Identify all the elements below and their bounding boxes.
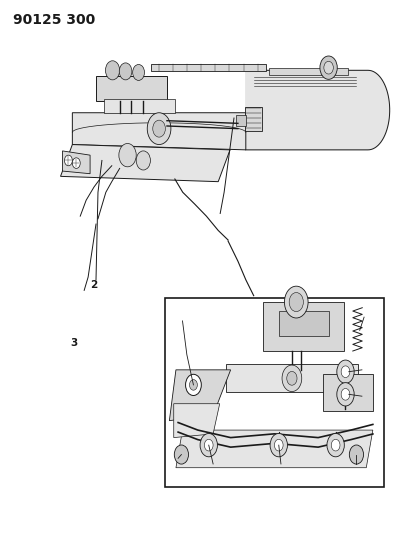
Text: 90125 300: 90125 300	[13, 13, 95, 27]
Circle shape	[200, 433, 218, 457]
Text: 2: 2	[91, 280, 98, 290]
Circle shape	[64, 155, 72, 166]
Circle shape	[324, 61, 333, 74]
Circle shape	[287, 372, 297, 385]
Text: 4: 4	[339, 358, 346, 368]
Polygon shape	[226, 364, 358, 392]
Polygon shape	[96, 76, 167, 101]
Circle shape	[341, 389, 350, 400]
Circle shape	[331, 439, 340, 451]
Circle shape	[133, 64, 145, 80]
Circle shape	[282, 365, 302, 392]
Circle shape	[147, 113, 171, 144]
Circle shape	[119, 143, 136, 167]
Polygon shape	[174, 403, 220, 438]
Circle shape	[337, 360, 354, 383]
Circle shape	[284, 286, 308, 318]
Polygon shape	[151, 64, 266, 71]
Polygon shape	[246, 70, 390, 150]
Text: 1: 1	[216, 319, 224, 329]
Text: 4: 4	[174, 318, 182, 328]
Bar	[165, 298, 384, 487]
Polygon shape	[104, 100, 175, 113]
Circle shape	[185, 374, 201, 395]
Polygon shape	[322, 374, 373, 411]
Polygon shape	[72, 113, 246, 150]
Circle shape	[349, 445, 364, 464]
Circle shape	[337, 383, 354, 406]
Circle shape	[153, 120, 166, 137]
Circle shape	[274, 439, 283, 451]
Circle shape	[119, 63, 132, 80]
Polygon shape	[236, 115, 246, 126]
Text: 3: 3	[71, 338, 78, 349]
Polygon shape	[264, 302, 345, 351]
Polygon shape	[279, 311, 329, 336]
Circle shape	[174, 445, 189, 464]
Polygon shape	[176, 430, 373, 468]
Polygon shape	[245, 108, 262, 131]
Polygon shape	[60, 144, 230, 182]
Circle shape	[72, 158, 80, 168]
Circle shape	[270, 433, 287, 457]
Polygon shape	[170, 370, 231, 421]
Circle shape	[189, 379, 197, 390]
Circle shape	[320, 56, 337, 79]
Circle shape	[106, 61, 119, 80]
Circle shape	[327, 433, 344, 457]
Text: 6: 6	[354, 467, 361, 477]
Text: 7: 7	[287, 467, 295, 477]
Circle shape	[204, 439, 213, 451]
Polygon shape	[270, 68, 348, 75]
Circle shape	[341, 366, 350, 377]
Circle shape	[289, 293, 303, 312]
Circle shape	[136, 151, 150, 170]
Text: 6: 6	[166, 467, 174, 477]
Text: 5: 5	[343, 382, 350, 392]
Text: 5: 5	[224, 467, 232, 477]
Polygon shape	[62, 151, 90, 174]
Text: 2: 2	[356, 306, 363, 317]
